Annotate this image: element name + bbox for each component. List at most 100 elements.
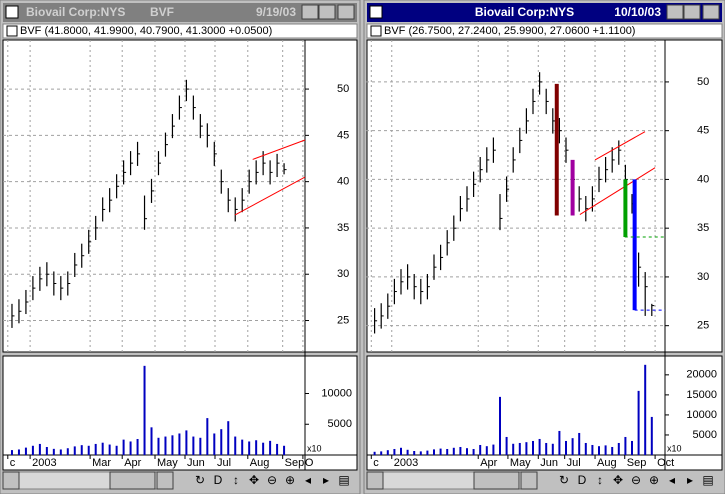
x-tick-label: Jun <box>540 457 558 469</box>
scroll-left[interactable] <box>366 471 384 490</box>
volume-bar <box>185 430 188 455</box>
window-icon <box>369 5 383 19</box>
y-tick-label: 10000 <box>686 409 717 421</box>
volume-bar <box>584 442 587 455</box>
volume-bar <box>551 443 554 455</box>
x-tick-label: Mar <box>92 457 111 469</box>
volume-bar <box>122 439 125 455</box>
y-tick-label: 35 <box>337 222 349 234</box>
x-tick-label: Jul <box>217 457 231 469</box>
info-text: BVF (26.7500, 27.2400, 25.9900, 27.0600 … <box>384 25 635 37</box>
volume-bar <box>178 433 181 455</box>
y-tick-label: 40 <box>697 173 709 185</box>
y-tick-label: 5000 <box>328 418 352 430</box>
minimize-button[interactable] <box>301 4 319 20</box>
volume-bar <box>558 430 561 455</box>
toolbar-button[interactable]: D <box>214 473 223 487</box>
volume-bar <box>400 447 402 455</box>
volume-bar <box>393 448 396 455</box>
volume-bar <box>472 448 475 455</box>
y-tick-label: 30 <box>697 271 709 283</box>
toolbar-button[interactable]: ↕ <box>233 473 239 487</box>
y-tick-label: 50 <box>697 76 709 88</box>
toolbar-button[interactable]: ▸ <box>687 473 693 487</box>
toolbar-button[interactable]: ✥ <box>613 473 623 487</box>
volume-bar <box>452 447 455 455</box>
volume-bar <box>150 427 153 455</box>
volume-bar <box>220 429 223 455</box>
toolbar-button[interactable]: ✥ <box>249 473 259 487</box>
toolbar-button[interactable]: ↕ <box>597 473 603 487</box>
x-tick-label: c <box>10 457 16 469</box>
toolbar-button[interactable]: ◂ <box>669 473 675 487</box>
volume-bar <box>433 449 435 455</box>
toolbar-button[interactable]: ▤ <box>338 473 349 487</box>
volume-bar <box>650 416 653 455</box>
x-tick-label: 2003 <box>32 457 56 469</box>
volume-bar <box>283 445 286 455</box>
x-tick-label: Sep <box>627 457 647 469</box>
y-tick-label: 20000 <box>686 369 717 381</box>
y-tick-label: 15000 <box>686 389 717 401</box>
minimize-button[interactable] <box>666 4 684 20</box>
volume-bar <box>80 445 83 455</box>
toolbar-button[interactable]: ⊖ <box>267 473 277 487</box>
toolbar-button[interactable]: ⊖ <box>631 473 641 487</box>
volume-bar <box>129 441 132 455</box>
maximize-button[interactable] <box>683 4 701 20</box>
volume-bar <box>59 449 62 455</box>
volume-bar <box>199 437 202 455</box>
volume-bar <box>518 442 521 455</box>
volume-bar <box>406 449 409 455</box>
volume-bar <box>591 444 594 455</box>
toolbar-button[interactable]: D <box>578 473 587 487</box>
toolbar-button[interactable]: ↻ <box>195 473 205 487</box>
x-tick-label: Aug <box>250 457 270 469</box>
volume-bar <box>241 439 244 455</box>
volume-bar <box>45 447 48 455</box>
toolbar-button[interactable]: ◂ <box>305 473 311 487</box>
x-tick-label: Oct <box>657 457 674 469</box>
annotation-line <box>252 139 306 160</box>
y-tick-label: 50 <box>337 83 349 95</box>
volume-bar <box>479 444 482 455</box>
toolbar-button[interactable]: ▸ <box>323 473 329 487</box>
toolbar-button[interactable]: ↻ <box>559 473 569 487</box>
annotation-line <box>594 131 646 161</box>
info-bar <box>366 23 723 39</box>
toolbar-button[interactable]: ▤ <box>702 473 713 487</box>
volume-bar <box>157 437 160 455</box>
volume-bar <box>419 451 422 455</box>
close-button[interactable] <box>337 4 355 20</box>
volume-bar <box>459 446 462 455</box>
scroll-right[interactable] <box>520 471 538 490</box>
close-button[interactable] <box>702 4 720 20</box>
toolbar-button[interactable]: ⊕ <box>285 473 295 487</box>
title-bar <box>3 3 357 22</box>
scroll-right[interactable] <box>156 471 174 490</box>
volume-bar <box>538 438 541 455</box>
scroll-left[interactable] <box>2 471 20 490</box>
info-icon <box>6 25 18 37</box>
volume-bar <box>143 365 146 455</box>
scroll-thumb[interactable] <box>473 471 520 490</box>
volume-bar <box>255 440 258 455</box>
x-tick-label: Sep <box>285 457 305 469</box>
maximize-button[interactable] <box>318 4 336 20</box>
x-tick-label: Jul <box>567 457 581 469</box>
volume-bar <box>373 451 376 455</box>
volume-bar <box>52 448 55 455</box>
volume-bar <box>213 433 216 455</box>
annotation-line <box>579 167 656 215</box>
volume-bar <box>101 442 104 455</box>
y-tick-label: 10000 <box>321 387 352 399</box>
x-tick-label: 2003 <box>394 457 418 469</box>
volume-bar <box>276 443 279 455</box>
volume-bar <box>73 446 76 455</box>
scroll-thumb[interactable] <box>109 471 156 490</box>
toolbar-button[interactable]: ⊕ <box>649 473 659 487</box>
x-tick-label: May <box>510 457 531 469</box>
volume-bar <box>631 440 633 455</box>
